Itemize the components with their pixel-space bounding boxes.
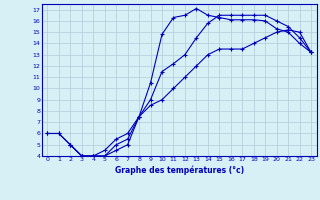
X-axis label: Graphe des températures (°c): Graphe des températures (°c) xyxy=(115,165,244,175)
